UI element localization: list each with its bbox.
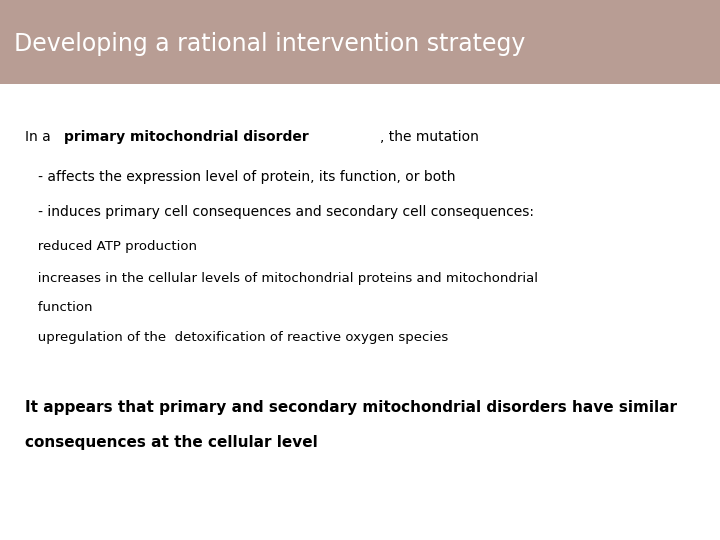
Text: upregulation of the  detoxification of reactive oxygen species: upregulation of the detoxification of re… (25, 331, 449, 344)
Text: - affects the expression level of protein, its function, or both: - affects the expression level of protei… (25, 170, 456, 184)
Text: Developing a rational intervention strategy: Developing a rational intervention strat… (14, 32, 526, 56)
Text: primary mitochondrial disorder: primary mitochondrial disorder (64, 130, 309, 144)
Text: - induces primary cell consequences and secondary cell consequences:: - induces primary cell consequences and … (25, 205, 534, 219)
Text: increases in the cellular levels of mitochondrial proteins and mitochondrial: increases in the cellular levels of mito… (25, 272, 539, 285)
Text: , the mutation: , the mutation (380, 130, 479, 144)
Text: It appears that primary and secondary mitochondrial disorders have similar: It appears that primary and secondary mi… (25, 400, 678, 415)
Text: function: function (25, 301, 93, 314)
FancyBboxPatch shape (0, 0, 720, 84)
Text: consequences at the cellular level: consequences at the cellular level (25, 435, 318, 450)
Text: reduced ATP production: reduced ATP production (25, 240, 197, 253)
Text: In a: In a (25, 130, 55, 144)
